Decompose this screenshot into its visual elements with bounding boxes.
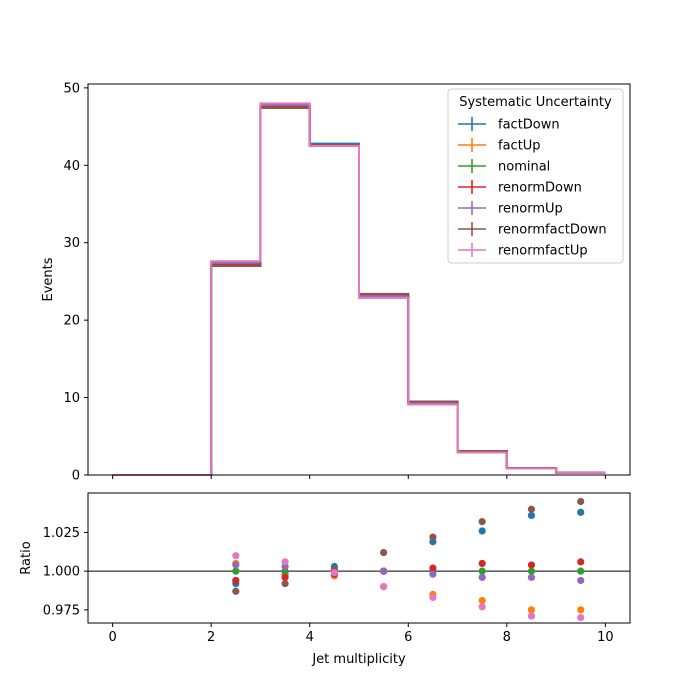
legend-entry-nominal: nominal	[458, 159, 550, 175]
ratio-point	[527, 561, 536, 569]
x-tick-label: 8	[503, 630, 511, 645]
y-tick-label: 50	[63, 81, 80, 96]
ratio-y-ticks: 0.975 1.000 1.025	[43, 526, 88, 618]
ratio-points	[232, 497, 585, 622]
ratio-point	[577, 567, 585, 575]
ratio-panel: 0.975 1.000 1.025 0 2 4 6 8 10 Ratio Jet multip…	[19, 492, 631, 667]
legend-label: factDown	[498, 118, 560, 133]
histogram-y-axis-label: Events	[41, 257, 56, 301]
legend-label: nominal	[498, 160, 550, 175]
ratio-point	[232, 561, 240, 569]
histogram-y-ticks: 0 10 20 30 40 50	[63, 81, 88, 484]
x-tick-label: 0	[108, 630, 116, 645]
ratio-point	[577, 508, 585, 516]
ratio-point	[478, 527, 486, 535]
ratio-point	[577, 606, 585, 614]
legend-label: renormDown	[498, 181, 582, 196]
legend-label: renormfactDown	[498, 223, 607, 238]
legend: Systematic Uncertainty factDown factUp nom…	[447, 88, 624, 264]
ratio-x-axis-label: Jet multiplicity	[311, 652, 406, 667]
y-tick-label: 30	[63, 236, 80, 251]
legend-entry-factDown: factDown	[458, 117, 560, 133]
ratio-point	[281, 573, 289, 581]
ratio-point	[478, 518, 486, 526]
x-tick-label: 10	[597, 630, 614, 645]
ratio-point	[527, 505, 536, 513]
ratio-point	[380, 583, 388, 591]
x-tick-label: 4	[306, 630, 314, 645]
y-tick-label: 40	[63, 159, 80, 174]
ratio-point	[429, 593, 437, 602]
ratio-point	[281, 558, 289, 566]
x-tick-label: 6	[404, 630, 412, 645]
histogram-plot-frame	[87, 83, 631, 476]
y-tick-label: 20	[63, 314, 80, 329]
ratio-point	[478, 567, 486, 575]
ratio-point	[478, 596, 486, 605]
y-tick-label: 10	[63, 391, 80, 406]
ratio-point	[478, 559, 486, 568]
legend-label: renormUp	[498, 202, 563, 217]
y-tick-label: 1.025	[43, 526, 80, 541]
histogram-x-ticks	[112, 475, 606, 479]
legend-label: renormfactUp	[498, 244, 588, 259]
legend-entry-renormfactUp: renormfactUp	[458, 243, 588, 259]
ratio-plot-frame	[87, 492, 631, 624]
histogram-step-lines	[112, 102, 606, 476]
ratio-point	[380, 567, 388, 575]
legend-entry-renormDown: renormDown	[458, 180, 582, 196]
ratio-point	[429, 564, 437, 572]
ratio-point	[281, 579, 289, 588]
legend-entry-renormUp: renormUp	[458, 201, 563, 217]
ratio-point	[577, 497, 585, 506]
y-tick-label: 0.975	[43, 603, 80, 618]
ratio-point	[380, 548, 388, 557]
ratio-point	[330, 569, 338, 577]
ratio-point	[478, 573, 486, 581]
legend-entries: factDown factUp nominal renormDown renormUp r…	[458, 117, 607, 259]
ratio-point	[577, 576, 585, 585]
legend-title: Systematic Uncertainty	[459, 95, 612, 110]
ratio-point	[527, 511, 536, 520]
legend-entry-factUp: factUp	[458, 138, 541, 154]
histogram-panel: 0 10 20 30 40 50 Events Systematic Uncertaint…	[41, 81, 631, 484]
ratio-point	[232, 567, 240, 575]
ratio-point	[577, 613, 585, 622]
ratio-y-axis-label: Ratio	[19, 541, 34, 574]
ratio-point	[232, 576, 240, 585]
ratio-point	[527, 606, 536, 614]
ratio-point	[527, 573, 536, 581]
ratio-point	[527, 567, 536, 575]
legend-label: factUp	[498, 139, 541, 154]
ratio-point	[232, 587, 240, 595]
step-line-renormfactUp	[112, 102, 606, 476]
ratio-point	[577, 558, 585, 566]
legend-box	[447, 88, 624, 264]
ratio-point	[232, 552, 240, 560]
ratio-point	[429, 533, 437, 541]
ratio-series-renormfactUp	[232, 552, 585, 622]
y-tick-label: 0	[72, 469, 80, 484]
ratio-point	[478, 603, 486, 611]
legend-entry-renormfactDown: renormfactDown	[458, 222, 607, 238]
x-tick-label: 2	[207, 630, 215, 645]
ratio-x-ticks: 0 2 4 6 8 10	[108, 623, 614, 645]
ratio-point	[527, 612, 536, 620]
ratio-point	[429, 570, 437, 578]
y-tick-label: 1.000	[43, 565, 80, 580]
